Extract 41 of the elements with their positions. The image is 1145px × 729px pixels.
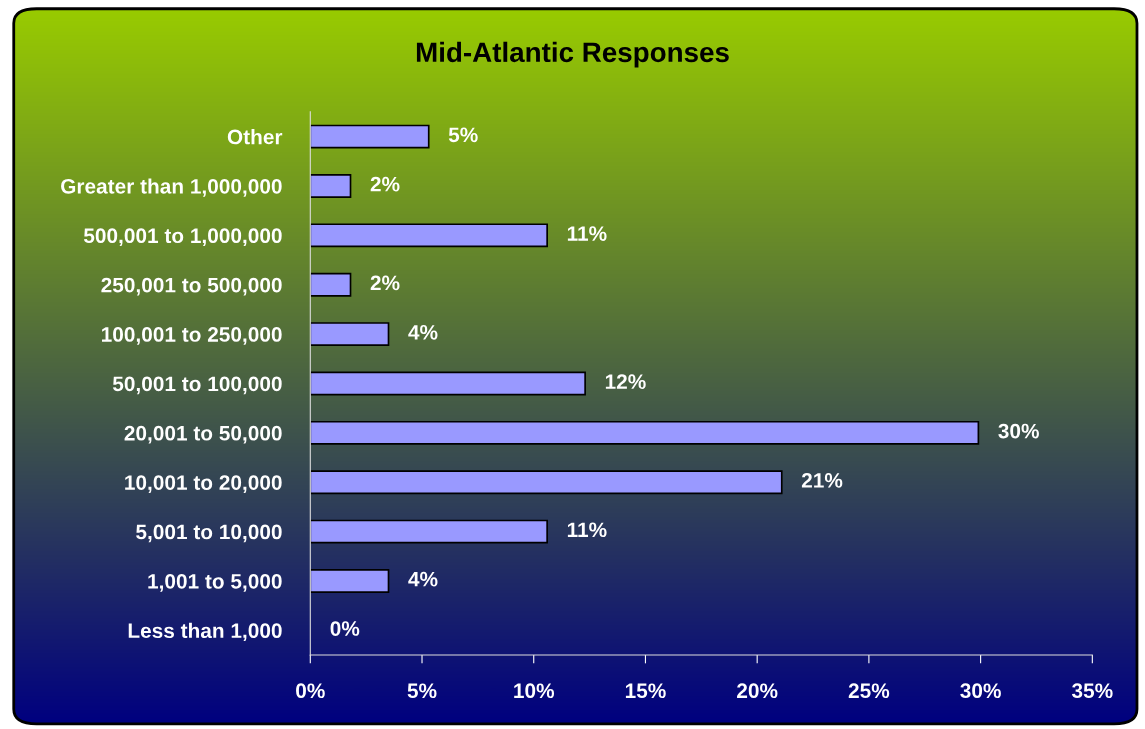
data-label: 11% [567, 522, 607, 538]
x-tick-label: 10% [514, 683, 555, 699]
data-label: 21% [801, 473, 843, 488]
data-label: 11% [567, 226, 607, 241]
data-label: 12% [605, 374, 646, 389]
bar [310, 124, 430, 149]
data-label: 30% [998, 423, 1039, 439]
data-label: 4% [408, 324, 438, 340]
y-tick-label: 5,001 to 10,000 [136, 524, 282, 543]
y-tick-label: 10,001 to 20,000 [125, 475, 282, 493]
x-tick-label: 5% [407, 683, 437, 699]
data-label: 5% [448, 127, 478, 143]
y-tick-label: 50,001 to 100,000 [112, 376, 282, 395]
bar [310, 272, 352, 297]
y-tick-label: 1,001 to 5,000 [148, 573, 282, 592]
x-tick-label: 0% [296, 683, 325, 699]
bar [310, 322, 390, 347]
y-tick-label: Other [227, 129, 283, 145]
data-label: 2% [370, 275, 400, 291]
x-tick-label: 30% [960, 683, 1001, 699]
y-tick-label: Greater than 1,000,000 [61, 178, 282, 197]
x-tick-label: 35% [1071, 683, 1113, 699]
y-tick-label: 20,001 to 50,000 [124, 425, 282, 444]
x-tick-label: 20% [737, 683, 778, 699]
bar [310, 569, 390, 593]
bar [310, 519, 548, 544]
y-tick-label: 100,001 to 250,000 [101, 327, 282, 345]
chart-title: Mid-Atlantic Responses [416, 41, 729, 68]
bar [310, 174, 352, 198]
bar [310, 371, 586, 396]
y-tick-label: 500,001 to 1,000,000 [83, 228, 282, 247]
bar [310, 470, 783, 495]
y-tick-label: 250,001 to 500,000 [101, 277, 282, 296]
bar [310, 420, 980, 445]
data-label: 4% [408, 571, 438, 587]
data-label: 0% [330, 621, 360, 636]
data-label: 2% [370, 176, 400, 192]
y-tick-label: Less than 1,000 [128, 622, 282, 642]
bar [310, 223, 548, 248]
x-tick-label: 15% [625, 683, 666, 699]
x-tick-label: 25% [848, 683, 890, 699]
